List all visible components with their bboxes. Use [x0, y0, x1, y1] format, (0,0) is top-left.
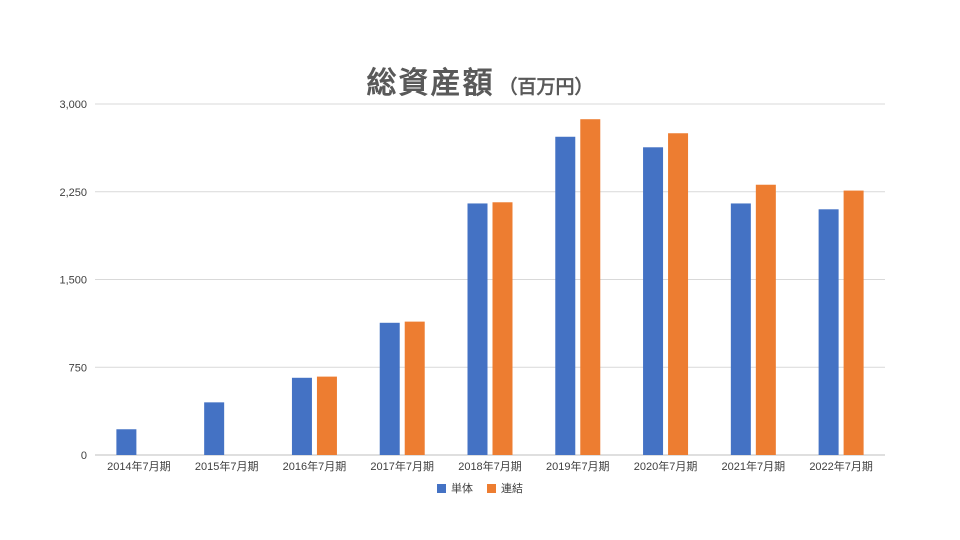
- bar-series-1-2: [316, 376, 337, 455]
- chart-subtitle: （百万円）: [498, 76, 594, 98]
- bar-series-1-6: [668, 133, 689, 455]
- bar-series-1-4: [492, 202, 513, 455]
- y-tick-label-0: 0: [81, 450, 87, 462]
- y-tick-label-1: 750: [69, 362, 87, 374]
- x-tick-label-1: 2015年7月期: [195, 459, 259, 473]
- bar-series-0-6: [643, 147, 664, 456]
- bar-series-0-7: [730, 203, 751, 455]
- x-tick-label-2: 2016年7月期: [283, 459, 347, 473]
- legend-swatch-series-0: [437, 483, 446, 493]
- chart-title-block: 総資産額 （百万円）: [0, 58, 960, 102]
- legend-item-series-0: 単体: [437, 480, 473, 496]
- x-tick-label-0: 2014年7月期: [107, 459, 171, 473]
- bar-series-0-0: [116, 429, 137, 455]
- bar-series-1-5: [580, 119, 601, 456]
- legend-swatch-series-1: [487, 483, 496, 493]
- y-tick-label-3: 2,250: [59, 187, 87, 199]
- bar-series-0-5: [555, 136, 576, 455]
- x-tick-label-5: 2019年7月期: [546, 459, 610, 473]
- legend: 単体 連結: [0, 480, 960, 496]
- legend-label-series-1: 連結: [501, 482, 523, 495]
- legend-label-series-0: 単体: [451, 482, 473, 495]
- x-tick-label-8: 2022年7月期: [809, 459, 873, 473]
- y-tick-label-2: 1,500: [59, 275, 87, 287]
- bar-series-0-2: [291, 377, 312, 455]
- bar-series-0-1: [204, 402, 225, 455]
- bar-series-0-4: [467, 203, 488, 455]
- chart-title: 総資産額: [366, 66, 495, 101]
- bar-series-0-3: [379, 322, 400, 455]
- x-tick-label-3: 2017年7月期: [370, 459, 434, 473]
- bar-series-1-7: [755, 184, 776, 456]
- x-tick-label-4: 2018年7月期: [458, 459, 522, 473]
- x-tick-label-7: 2021年7月期: [722, 459, 786, 473]
- bar-series-0-8: [818, 209, 839, 455]
- bar-series-1-3: [404, 321, 425, 455]
- x-tick-label-6: 2020年7月期: [634, 459, 698, 473]
- legend-item-series-1: 連結: [487, 480, 523, 496]
- y-tick-label-4: 3,000: [59, 99, 87, 111]
- bar-series-1-8: [843, 190, 864, 455]
